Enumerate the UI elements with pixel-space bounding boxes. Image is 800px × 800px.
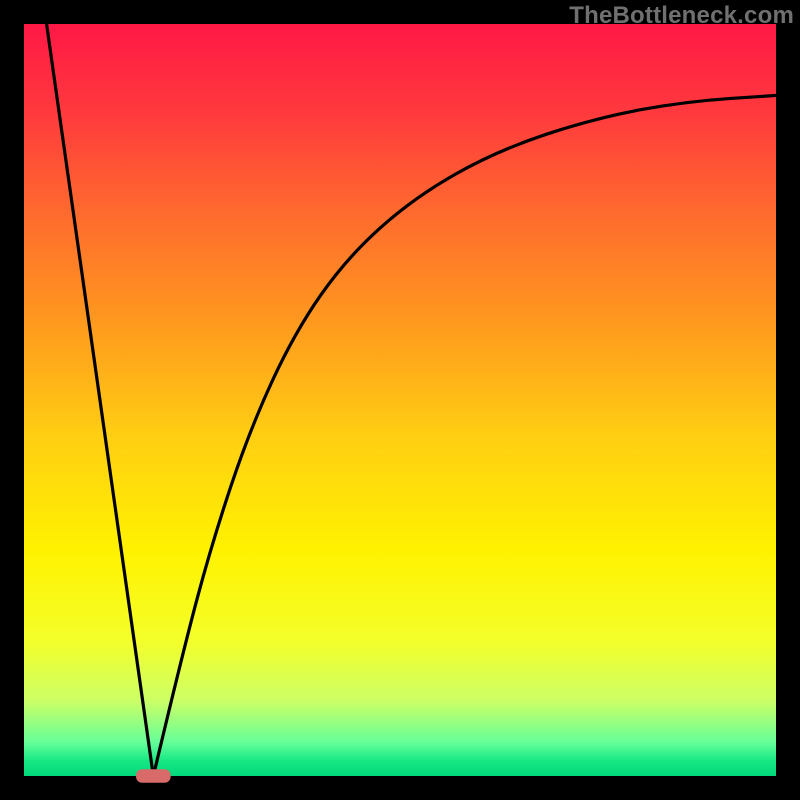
watermark-text: TheBottleneck.com	[569, 2, 794, 30]
bottleneck-chart	[0, 0, 800, 800]
dip-marker	[136, 769, 171, 783]
